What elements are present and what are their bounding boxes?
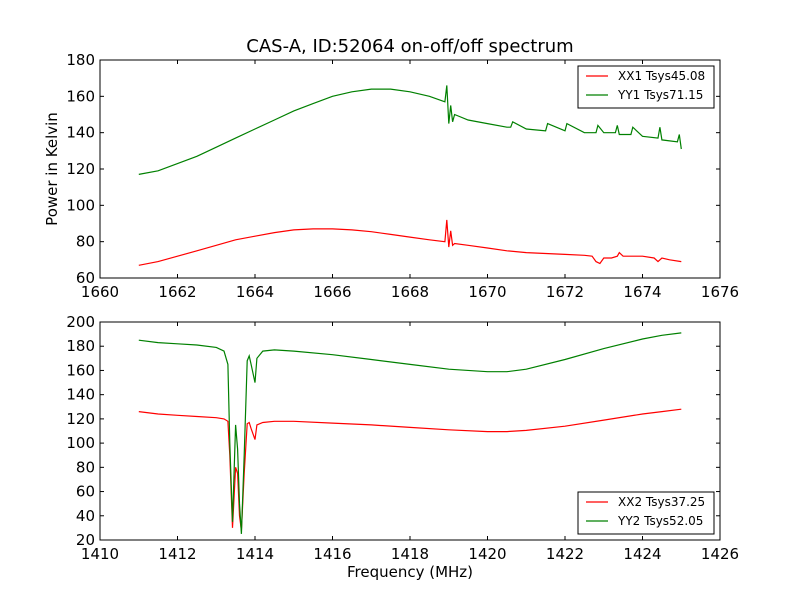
series-line-1 (138, 219, 682, 266)
series-line-1 (138, 408, 682, 531)
x-tick-label: 1424 (623, 545, 661, 563)
chart-title: CAS-A, ID:52064 on-off/off spectrum (246, 36, 573, 57)
y-tick-label: 20 (76, 531, 95, 549)
x-tick-label: 1674 (623, 283, 661, 301)
legend: XX1 Tsys45.08 YY1 Tsys71.15 (577, 65, 715, 109)
y-tick-label: 60 (76, 483, 95, 501)
y-tick-label: 120 (66, 160, 95, 178)
bottom-panel: 1410 1412 1414 1416 1418 1420 1422 1424 1426 20 40… (66, 313, 739, 581)
y-tick-label: 100 (66, 196, 95, 214)
y-tick-label: 140 (66, 386, 95, 404)
x-tick-label: 1422 (546, 545, 584, 563)
y-tick-label: 40 (76, 507, 95, 525)
x-tick-label: 1416 (313, 545, 351, 563)
y-tick-label: 120 (66, 410, 95, 428)
y-tick-label: 160 (66, 361, 95, 379)
y-tick-label: 100 (66, 434, 95, 452)
legend-label: YY2 Tsys52.05 (617, 514, 703, 528)
x-tick-label: 1664 (236, 283, 274, 301)
top-panel: 1660 1662 1664 1666 1668 1670 1672 1674 1676 60 80… (43, 36, 739, 301)
legend-label: YY1 Tsys71.15 (617, 88, 703, 102)
x-tick-label: 1672 (546, 283, 584, 301)
series-line-2 (138, 332, 682, 534)
legend-label: XX2 Tsys37.25 (618, 495, 705, 509)
y-tick-label: 180 (66, 337, 95, 355)
x-tick-label: 1668 (391, 283, 429, 301)
x-tick-label: 1670 (468, 283, 506, 301)
y-tick-label: 80 (76, 458, 95, 476)
y-tick-label: 140 (66, 124, 95, 142)
legend-box (577, 65, 715, 109)
y-tick-label: 80 (76, 233, 95, 251)
y-tick-label: 60 (76, 269, 95, 287)
y-tick-label: 160 (66, 87, 95, 105)
x-tick-label: 1660 (81, 283, 119, 301)
series-line-2 (138, 85, 682, 175)
y-axis-label: Power in Kelvin (43, 112, 61, 226)
x-axis-label: Frequency (MHz) (347, 563, 473, 581)
x-tick-label: 1420 (468, 545, 506, 563)
x-tick-label: 1426 (701, 545, 739, 563)
x-tick-label: 1662 (158, 283, 196, 301)
y-tick-label: 200 (66, 313, 95, 331)
x-tick-label: 1410 (81, 545, 119, 563)
legend-box (577, 491, 715, 535)
x-tick-label: 1676 (701, 283, 739, 301)
x-tick-label: 1666 (313, 283, 351, 301)
legend-label: XX1 Tsys45.08 (618, 69, 705, 83)
x-tick-label: 1412 (158, 545, 196, 563)
x-tick-label: 1418 (391, 545, 429, 563)
x-tick-label: 1414 (236, 545, 274, 563)
legend: XX2 Tsys37.25 YY2 Tsys52.05 (577, 491, 715, 535)
y-tick-label: 180 (66, 51, 95, 69)
